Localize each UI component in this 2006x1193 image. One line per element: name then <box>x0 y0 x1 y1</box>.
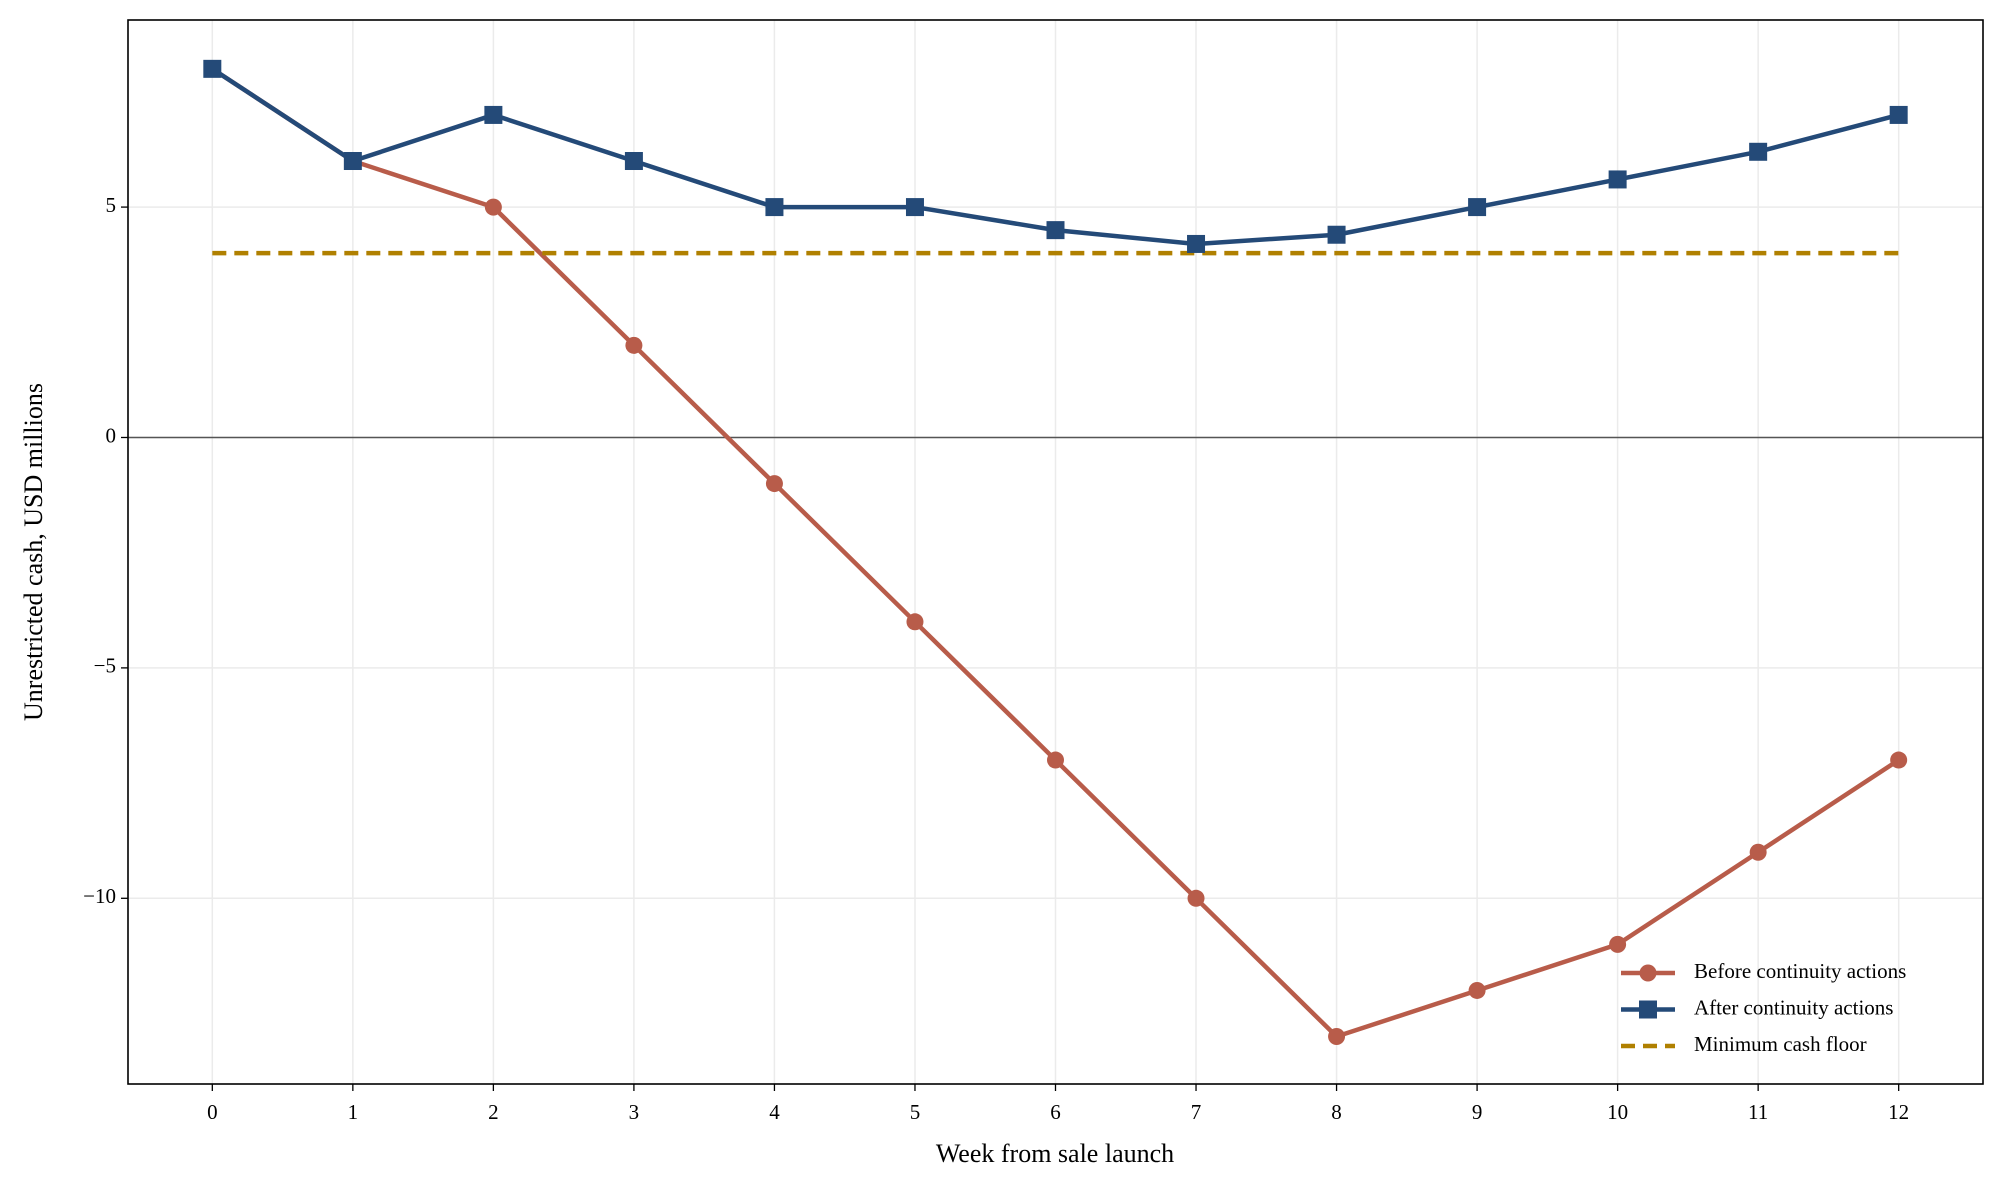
data-point <box>1468 198 1487 217</box>
x-tick-label: 6 <box>1050 1100 1061 1124</box>
data-point <box>1187 234 1206 253</box>
data-point <box>1608 170 1627 189</box>
data-point <box>1046 221 1065 240</box>
x-tick-label: 9 <box>1472 1100 1483 1124</box>
data-point <box>1468 981 1486 999</box>
y-tick-label: −10 <box>83 884 116 908</box>
x-tick-label: 7 <box>1191 1100 1202 1124</box>
data-point <box>625 336 643 354</box>
data-point <box>1749 142 1768 161</box>
data-point <box>203 59 222 78</box>
x-tick-label: 10 <box>1607 1100 1628 1124</box>
x-tick-label: 5 <box>910 1100 921 1124</box>
data-point <box>343 152 362 171</box>
data-point <box>484 105 503 124</box>
plot-frame <box>127 19 1984 1085</box>
x-tick-label: 4 <box>769 1100 780 1124</box>
x-tick-label: 3 <box>629 1100 640 1124</box>
x-tick-label: 1 <box>348 1100 359 1124</box>
data-point <box>1889 105 1908 124</box>
data-point <box>765 198 784 217</box>
x-axis-label: Week from sale launch <box>936 1139 1174 1168</box>
legend-label: Before continuity actions <box>1694 959 1906 983</box>
data-point <box>1327 225 1346 244</box>
x-tick-label: 12 <box>1888 1100 1909 1124</box>
x-tick-label: 11 <box>1748 1100 1768 1124</box>
y-tick-label: −5 <box>94 654 116 678</box>
data-point <box>905 198 924 217</box>
data-point <box>1187 889 1205 907</box>
data-point <box>1328 1028 1346 1046</box>
legend-marker <box>1639 1000 1657 1019</box>
y-axis-label: Unrestricted cash, USD millions <box>19 383 48 721</box>
data-point <box>1890 751 1908 769</box>
data-point <box>1749 843 1767 861</box>
x-tick-label: 2 <box>488 1100 499 1124</box>
legend-label: After continuity actions <box>1694 995 1893 1019</box>
data-point <box>624 152 643 171</box>
data-point <box>484 198 502 216</box>
y-tick-label: 0 <box>106 423 117 447</box>
data-point <box>765 475 783 493</box>
y-tick-label: 5 <box>106 193 117 217</box>
data-point <box>1047 751 1064 769</box>
x-tick-label: 0 <box>207 1100 218 1124</box>
x-tick-label: 8 <box>1331 1100 1342 1124</box>
legend-label: Minimum cash floor <box>1694 1032 1867 1056</box>
data-point <box>1609 935 1627 953</box>
legend-marker <box>1639 964 1657 982</box>
data-point <box>906 613 924 631</box>
